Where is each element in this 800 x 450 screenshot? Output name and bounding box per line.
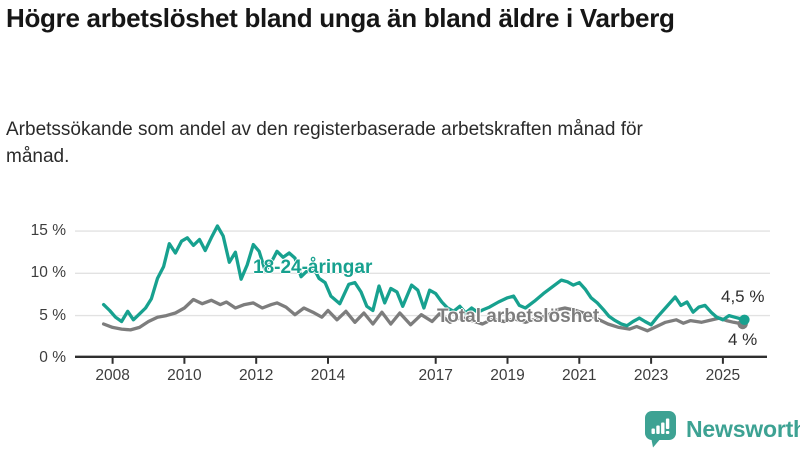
x-axis-label: 2021 xyxy=(562,367,597,384)
y-axis-label: 0 % xyxy=(39,348,66,366)
series-line xyxy=(101,297,745,333)
series-line xyxy=(101,224,747,328)
series-label-youth: 18-24-åringar xyxy=(253,257,373,278)
chart-subtitle: Arbetssökande som andel av den registerb… xyxy=(6,119,643,167)
end-value-label-total: 4 % xyxy=(728,330,758,349)
series-end-dot xyxy=(739,314,750,325)
y-axis-label: 5 % xyxy=(39,306,66,324)
x-axis-label: 2012 xyxy=(238,367,274,384)
x-axis-label: 2008 xyxy=(95,367,130,384)
y-axis-label: 10 % xyxy=(30,264,66,282)
newsworthy-logo-text: Newsworthy xyxy=(686,416,800,442)
x-axis-label: 2025 xyxy=(705,367,741,384)
newsworthy-logo-icon xyxy=(645,411,676,448)
series-label-total: Total arbetslöshet xyxy=(437,306,600,327)
x-axis-label: 2017 xyxy=(418,367,453,384)
x-axis-label: 2019 xyxy=(490,367,525,384)
x-axis-label: 2014 xyxy=(310,367,346,384)
y-axis-label: 15 % xyxy=(30,222,66,240)
x-axis-label: 2023 xyxy=(633,367,669,384)
page-title: Högre arbetslöshet bland unga än bland ä… xyxy=(6,3,675,33)
end-value-label-youth: 4,5 % xyxy=(721,287,765,306)
newsworthy-logo[interactable]: Newsworthy xyxy=(644,410,800,448)
x-axis-label: 2010 xyxy=(167,367,202,384)
